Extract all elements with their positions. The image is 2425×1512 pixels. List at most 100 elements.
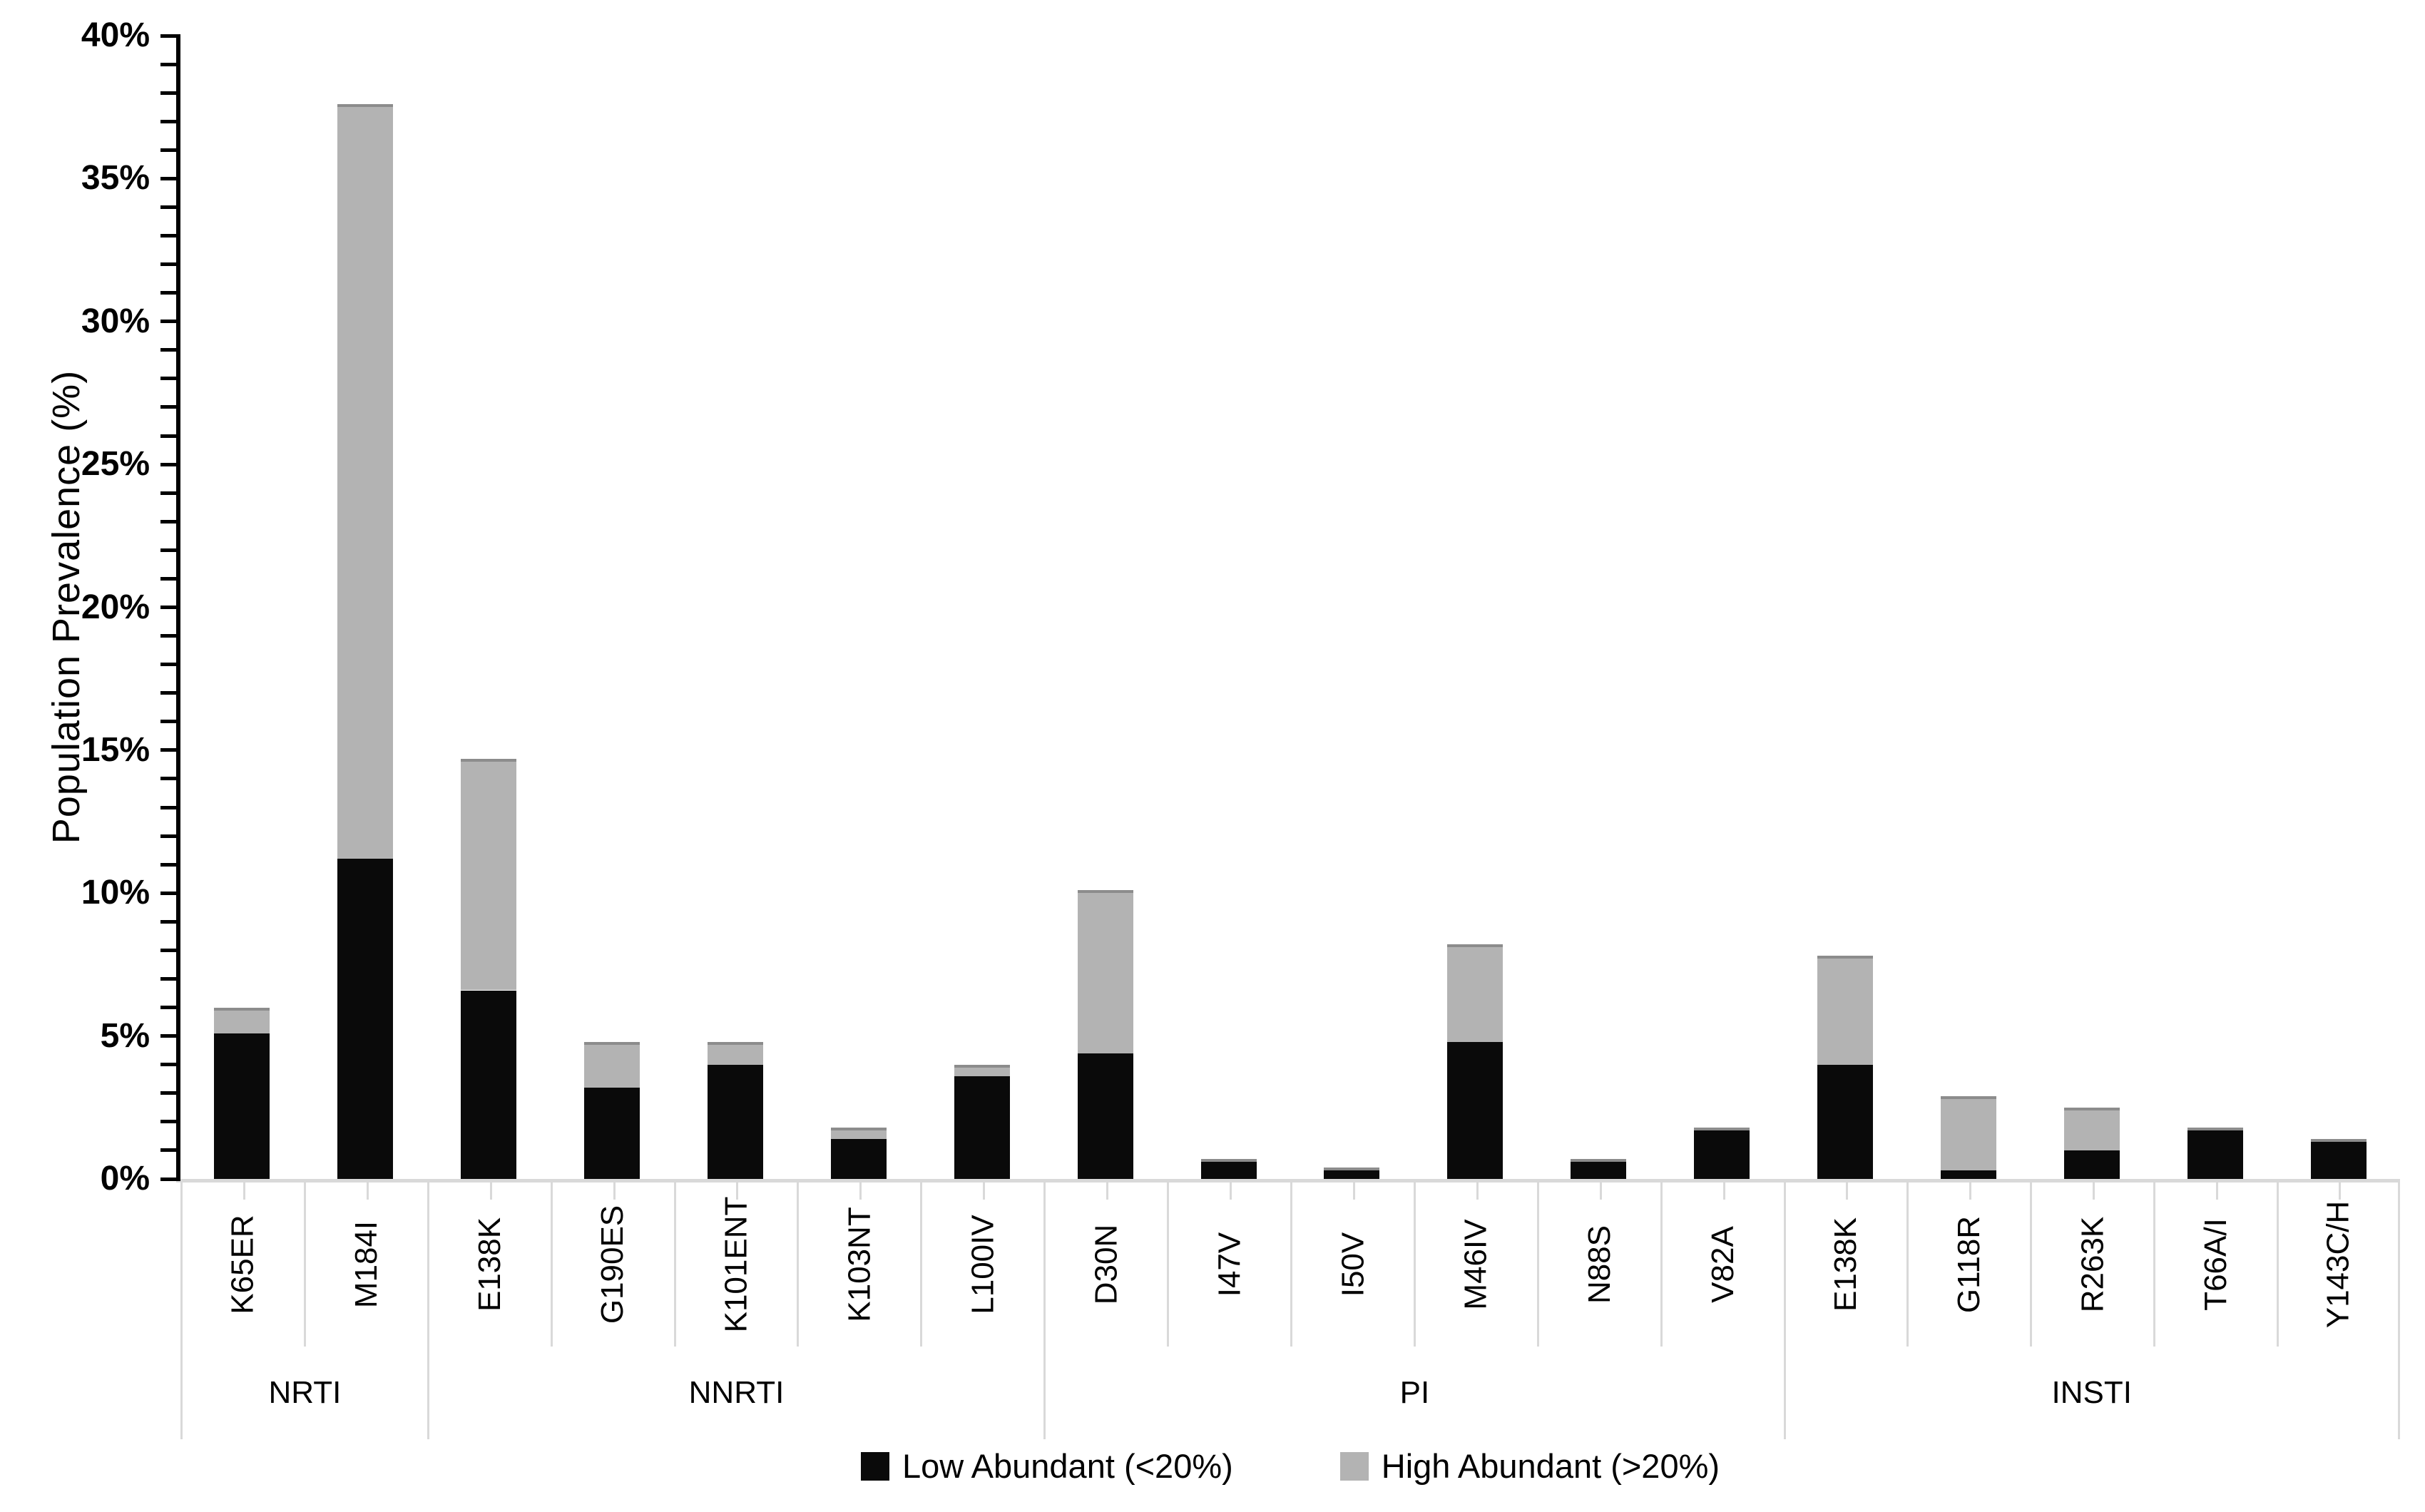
y-minor-tick: [160, 62, 180, 66]
y-tick-label: 25%: [81, 445, 150, 484]
y-tick-label: 20%: [81, 588, 150, 626]
y-minor-tick: [160, 434, 180, 438]
bar-segment-low: [2187, 1127, 2243, 1179]
y-major-tick: [160, 176, 180, 180]
bar-segment-low: [1324, 1167, 1380, 1179]
category-label: K101ENT: [718, 1196, 754, 1333]
category-label: L100IV: [965, 1215, 1001, 1314]
legend: Low Abundant (<20%) High Abundant (>20%): [180, 1446, 2400, 1486]
y-tick-label: 5%: [100, 1016, 150, 1055]
category-cell: E138K: [427, 1182, 551, 1347]
y-minor-tick: [160, 834, 180, 838]
y-major-tick: [160, 462, 180, 466]
bar-segment-low: [461, 990, 517, 1179]
category-tick: [2093, 1182, 2095, 1200]
category-cell: G118R: [1906, 1182, 2030, 1347]
y-minor-tick: [160, 405, 180, 409]
category-label: G118R: [1951, 1215, 1987, 1314]
category-tick: [1722, 1182, 1725, 1200]
category-cell: K101ENT: [673, 1182, 797, 1347]
group-cell-nnrti: NNRTI: [427, 1347, 1043, 1439]
category-label: M46IV: [1458, 1219, 1494, 1310]
bar-segment-low: [2310, 1138, 2367, 1179]
category-cell: L100IV: [920, 1182, 1043, 1347]
bar-segment-low: [954, 1076, 1010, 1179]
y-minor-tick: [160, 919, 180, 924]
group-cell-nrti: NRTI: [180, 1347, 427, 1439]
y-major-tick: [160, 606, 180, 609]
y-minor-tick: [160, 148, 180, 152]
legend-item: High Abundant (>20%): [1339, 1446, 1720, 1486]
category-tick: [2216, 1182, 2219, 1200]
y-axis-line: [176, 36, 180, 1182]
bar-segment-low: [1571, 1158, 1627, 1179]
category-label: E138K: [1828, 1217, 1864, 1312]
category-label: D30N: [1088, 1224, 1124, 1305]
category-cell: T66A/I: [2153, 1182, 2277, 1347]
y-minor-tick: [160, 976, 180, 981]
category-cell: I47V: [1167, 1182, 1290, 1347]
y-minor-tick: [160, 234, 180, 238]
category-tick: [983, 1182, 986, 1200]
bar-segment-high: [1940, 1095, 1996, 1170]
y-major-tick: [160, 891, 180, 895]
y-minor-tick: [160, 291, 180, 295]
y-minor-tick: [160, 119, 180, 123]
y-tick-label: 15%: [81, 730, 150, 769]
category-label: V82A: [1705, 1226, 1740, 1303]
x-axis-baseline: [176, 1179, 2400, 1182]
y-minor-tick: [160, 634, 180, 638]
category-tick: [1599, 1182, 1602, 1200]
category-cell: N88S: [1536, 1182, 1660, 1347]
bar-segment-low: [708, 1064, 763, 1179]
category-label: T66A/I: [2198, 1218, 2234, 1311]
bar-segment-high: [1077, 890, 1133, 1053]
bar-segment-low: [1077, 1053, 1133, 1179]
category-label: R263K: [2075, 1216, 2110, 1313]
category-label: N88S: [1581, 1225, 1617, 1304]
y-minor-tick: [160, 805, 180, 809]
legend-swatch: [860, 1451, 889, 1481]
category-label: K103NT: [842, 1207, 877, 1322]
y-minor-tick: [160, 663, 180, 667]
category-tick: [366, 1182, 369, 1200]
y-minor-tick: [160, 348, 180, 352]
y-minor-tick: [160, 1120, 180, 1124]
category-label: K65ER: [225, 1215, 260, 1314]
bar-segment-low: [337, 859, 394, 1179]
bar-segment-low: [1940, 1170, 1996, 1179]
bar-segment-high: [461, 758, 517, 991]
legend-swatch: [1339, 1451, 1369, 1481]
y-tick-label: 35%: [81, 159, 150, 198]
legend-label: High Abundant (>20%): [1381, 1447, 1720, 1485]
y-major-tick: [160, 748, 180, 752]
category-label: E138K: [471, 1217, 507, 1312]
category-label: M184I: [348, 1220, 384, 1309]
category-cell: I50V: [1290, 1182, 1414, 1347]
category-tick: [1352, 1182, 1355, 1200]
y-major-tick: [160, 1177, 180, 1181]
bar-segment-low: [830, 1138, 887, 1179]
bar-segment-high: [2063, 1107, 2120, 1150]
category-cell: E138K: [1783, 1182, 1907, 1347]
category-tick: [1969, 1182, 1972, 1200]
category-tick: [859, 1182, 862, 1200]
y-tick-label: 10%: [81, 874, 150, 912]
bar-segment-high: [584, 1041, 640, 1088]
y-minor-tick: [160, 948, 180, 952]
bar-segment-low: [2063, 1150, 2120, 1179]
bar-segment-high: [830, 1127, 887, 1139]
y-minor-tick: [160, 1148, 180, 1153]
category-tick: [736, 1182, 739, 1200]
category-label: I47V: [1212, 1232, 1247, 1297]
bar-segment-high: [1447, 944, 1504, 1042]
y-minor-tick: [160, 491, 180, 495]
y-minor-tick: [160, 548, 180, 552]
y-major-tick: [160, 1034, 180, 1038]
legend-item: Low Abundant (<20%): [860, 1446, 1233, 1486]
y-minor-tick: [160, 576, 180, 581]
category-cell: D30N: [1043, 1182, 1167, 1347]
y-major-tick: [160, 320, 180, 324]
category-label: Y143C/H: [2320, 1200, 2356, 1329]
y-minor-tick: [160, 205, 180, 209]
